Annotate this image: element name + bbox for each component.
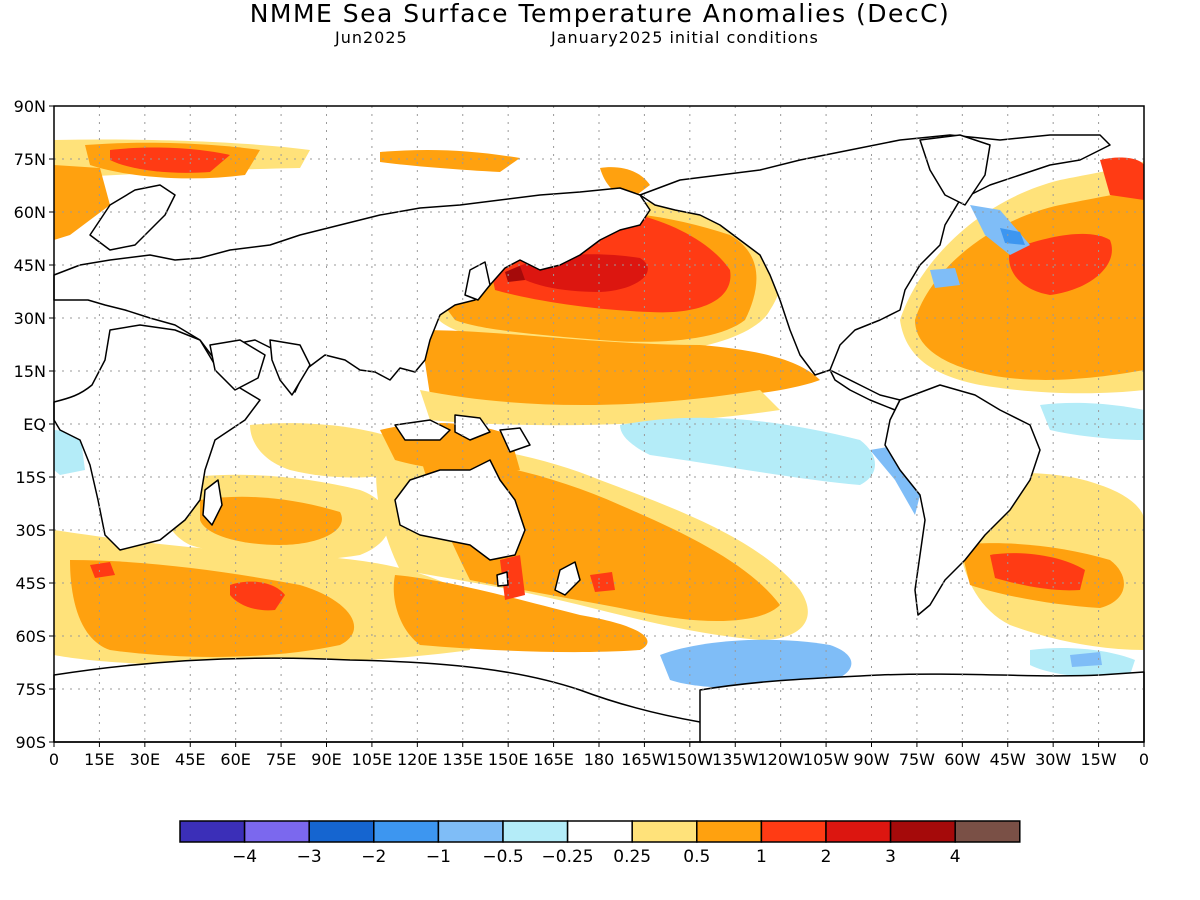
legend-label: 0.5 <box>683 847 710 867</box>
lon-label: 90E <box>311 750 341 769</box>
legend-label: −4 <box>232 847 257 867</box>
lon-label: 60E <box>220 750 250 769</box>
legend-swatch <box>179 820 246 843</box>
lon-label: 0 <box>49 750 59 769</box>
lon-label: 60W <box>944 750 980 769</box>
lon-label: 180 <box>584 750 615 769</box>
map-title: NMME Sea Surface Temperature Anomalies (… <box>249 0 951 28</box>
legend-label: −0.25 <box>542 847 594 867</box>
legend-swatch <box>631 820 698 843</box>
lon-label: 90W <box>853 750 889 769</box>
lon-label: 30E <box>130 750 160 769</box>
lon-label: 75W <box>899 750 935 769</box>
lon-label: 15E <box>84 750 114 769</box>
graticule <box>54 106 1144 742</box>
lon-label: 165E <box>533 750 574 769</box>
lat-label: 30S <box>15 521 46 540</box>
lat-label: 75S <box>15 680 46 699</box>
lat-label: EQ <box>23 415 46 434</box>
legend-label: 3 <box>885 847 896 867</box>
lat-label: 45S <box>15 574 46 593</box>
lon-label: 150W <box>667 750 714 769</box>
lat-label: 75N <box>14 150 46 169</box>
lat-label: 30N <box>14 309 46 328</box>
legend-swatch <box>889 820 956 843</box>
lon-label: 45W <box>990 750 1026 769</box>
legend-swatch <box>566 820 633 843</box>
lon-label: 135W <box>712 750 759 769</box>
legend-label: −2 <box>361 847 386 867</box>
legend-label: 1 <box>756 847 767 867</box>
lat-label: 90N <box>14 97 46 116</box>
legend-swatch <box>502 820 569 843</box>
lon-label: 15W <box>1080 750 1116 769</box>
legend-swatch <box>696 820 763 843</box>
lat-label: 15S <box>15 468 46 487</box>
forecast-month: Jun2025 <box>335 28 408 47</box>
lon-label: 120W <box>757 750 804 769</box>
lat-label: 60S <box>15 627 46 646</box>
lon-label: 165W <box>621 750 668 769</box>
lon-label: 45E <box>175 750 205 769</box>
legend-label: −3 <box>297 847 322 867</box>
legend-swatch <box>954 820 1021 843</box>
legend-label: 4 <box>950 847 961 867</box>
legend-label: 0.25 <box>613 847 651 867</box>
lon-label: 0 <box>1139 750 1149 769</box>
legend-label: −0.5 <box>482 847 523 867</box>
longitude-labels: 0 15E 30E 45E 60E 75E 90E 105E 120E 135E 150E 165E 1… <box>49 750 1149 769</box>
lon-label: 135E <box>442 750 483 769</box>
lon-label: 105W <box>803 750 850 769</box>
lon-label: 75E <box>266 750 296 769</box>
lat-label: 15N <box>14 362 46 381</box>
legend-swatch <box>243 820 310 843</box>
lon-label: 105E <box>352 750 393 769</box>
legend-swatch <box>437 820 504 843</box>
lon-label: 30W <box>1035 750 1071 769</box>
legend-swatch <box>760 820 827 843</box>
latitude-labels: 90N 75N 60N 45N 30N 15N EQ 15S 30S 45S 60S 75S 90S <box>14 97 46 752</box>
lat-label: 45N <box>14 256 46 275</box>
lat-label: 60N <box>14 203 46 222</box>
lon-label: 120E <box>397 750 438 769</box>
legend-swatch <box>308 820 375 843</box>
legend-label: 2 <box>821 847 832 867</box>
legend-label: −1 <box>426 847 451 867</box>
legend-swatch <box>825 820 892 843</box>
legend-swatch <box>373 820 440 843</box>
lat-label: 90S <box>15 733 46 752</box>
initial-conditions: January2025 initial conditions <box>551 28 819 47</box>
lon-label: 150E <box>488 750 529 769</box>
